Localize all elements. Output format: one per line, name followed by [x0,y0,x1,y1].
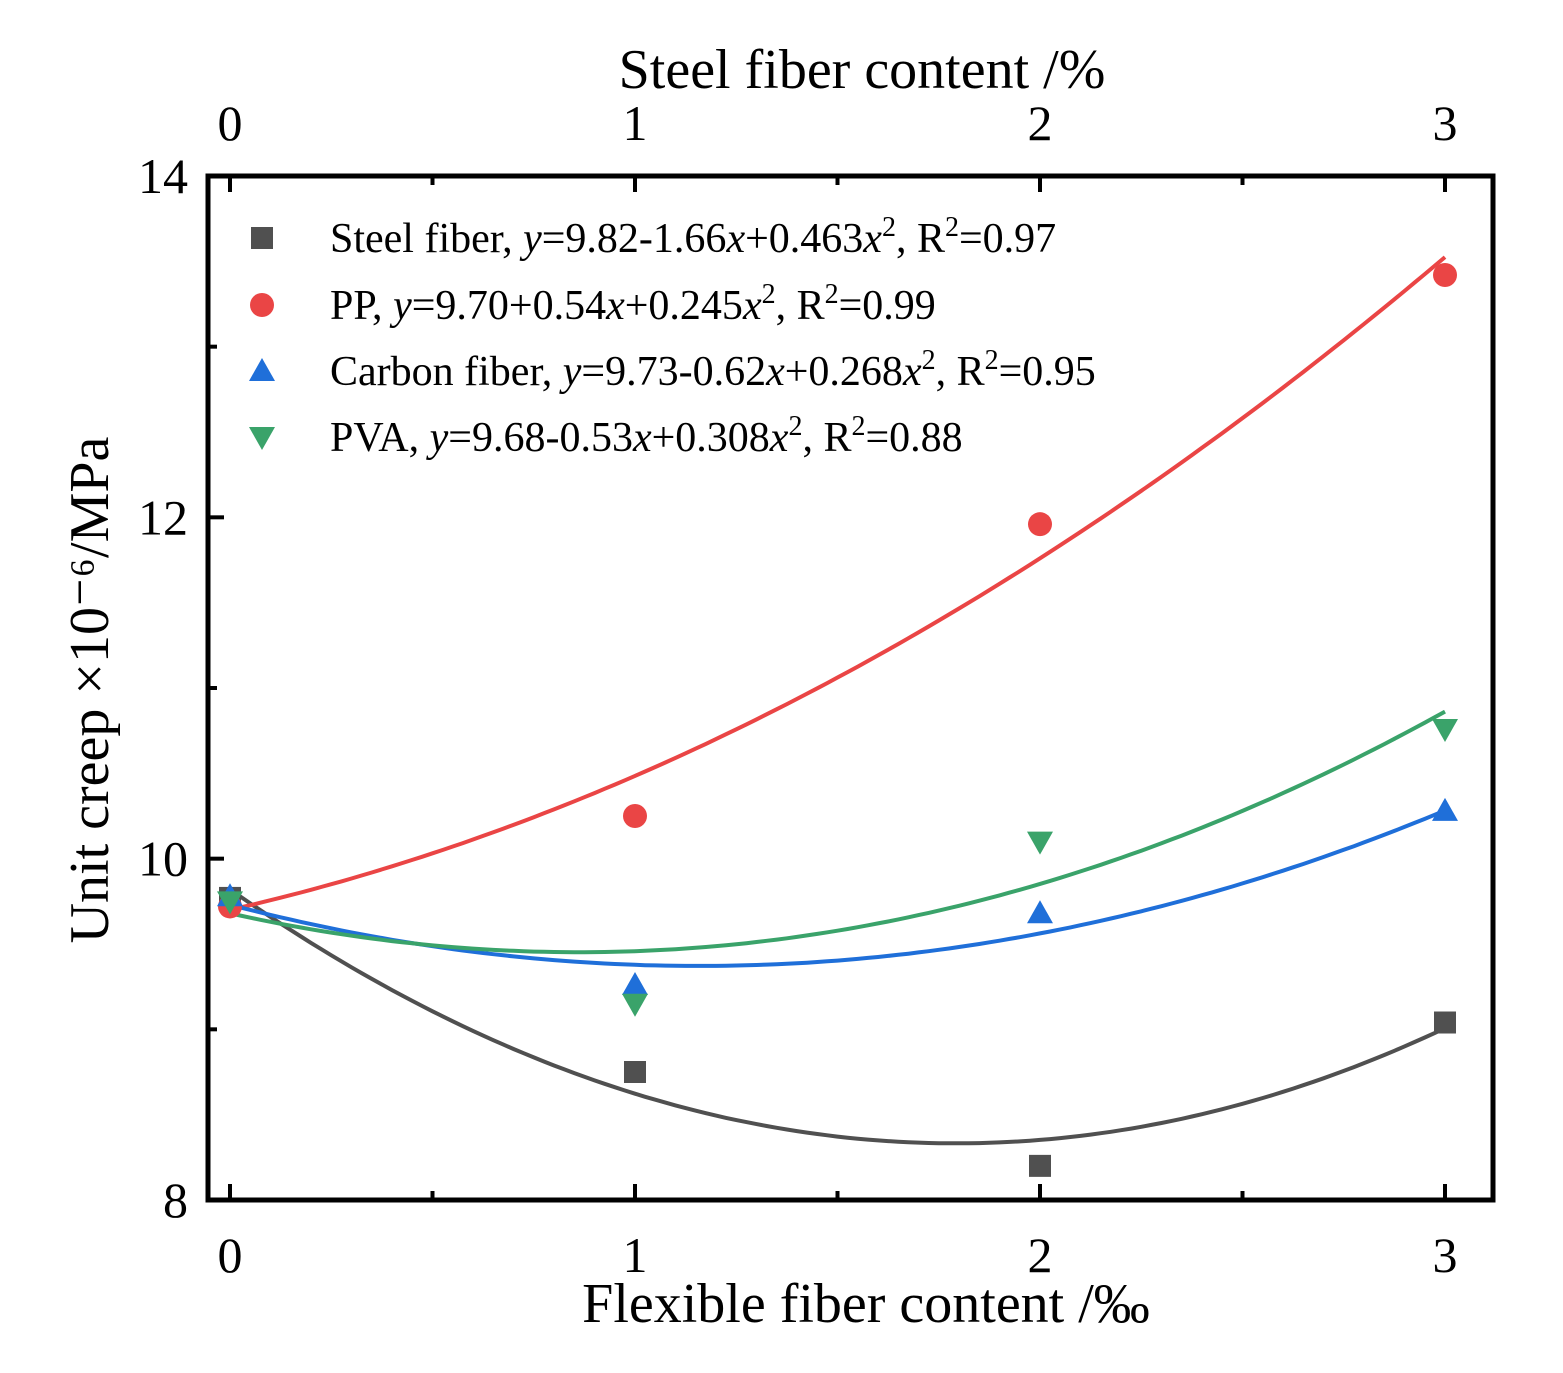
x-axis-title: Flexible fiber content /‰ [582,1273,1150,1335]
data-point [622,993,648,1017]
data-point [1432,797,1458,821]
data-point [1433,262,1457,287]
legend-marker [251,227,273,249]
x2-tick-label: 2 [1028,95,1053,151]
x2-tick-label: 0 [218,95,243,151]
data-point [1027,900,1053,924]
y-tick-label: 10 [138,831,188,887]
data-points [217,262,1458,1177]
data-point [622,971,648,995]
y-tick-label: 14 [138,148,188,204]
y-tick-label: 8 [163,1172,188,1228]
data-point [1027,831,1053,855]
fit-curve-pva [229,709,1446,955]
legend-marker [249,427,275,450]
x-tick-label: 1 [623,1227,648,1283]
tick-layer [208,174,1447,1202]
x-tick-label: 0 [218,1227,243,1283]
x-tick-label: 3 [1433,1227,1458,1283]
data-point [623,804,647,828]
legend-entry: Steel fiber, y=9.82-1.66x+0.463x2, R2=0.… [330,212,1056,262]
x2-axis-title: Steel fiber content /% [619,39,1106,101]
data-point [1434,1011,1456,1034]
legend-entry: PVA, y=9.68-0.53x+0.308x2, R2=0.88 [330,411,963,461]
fit-curve-steel-fiber [228,887,1446,1146]
fit-curves [228,255,1447,1146]
data-point [1029,1154,1051,1177]
data-point [1432,718,1458,742]
legend-marker [250,293,274,317]
fit-curve-pp [229,255,1447,912]
x-tick-label: 2 [1028,1227,1053,1283]
data-point [624,1061,646,1083]
y-axis-title: Unit creep ×10⁻⁶/MPa [59,436,121,943]
x2-tick-label: 1 [623,95,648,151]
data-point [217,891,243,915]
legend-entry: Carbon fiber, y=9.73-0.62x+0.268x2, R2=0… [330,345,1096,395]
legend: Steel fiber, y=9.82-1.66x+0.463x2, R2=0.… [249,212,1096,461]
x2-tick-label: 3 [1433,95,1458,151]
legend-marker [249,358,275,381]
y-tick-label: 12 [138,489,188,545]
legend-entry: PP, y=9.70+0.54x+0.245x2, R2=0.99 [330,279,936,329]
plot-frame [205,173,1496,1203]
data-point [1028,512,1052,537]
